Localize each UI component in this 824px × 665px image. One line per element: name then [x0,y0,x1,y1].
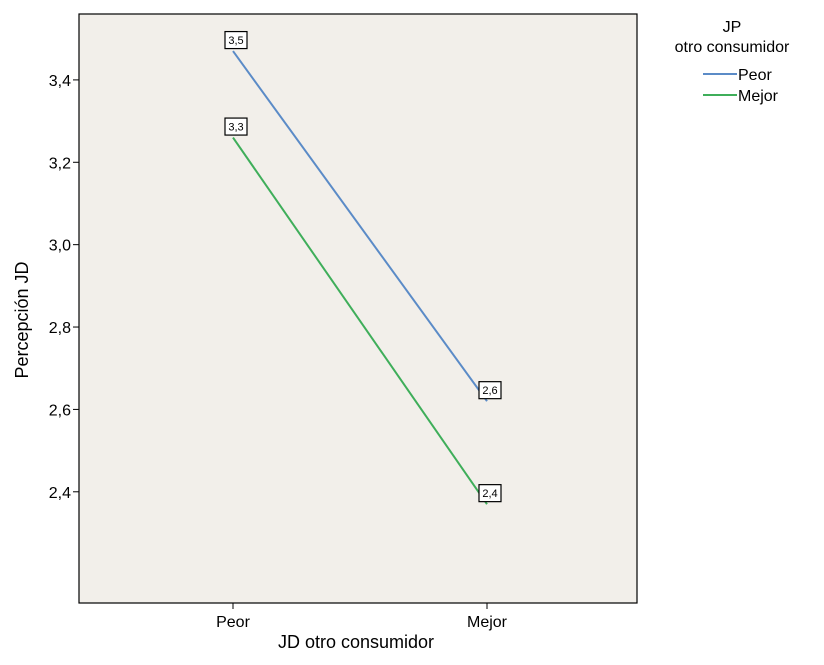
y-tick-label: 3,4 [49,73,71,90]
data-label-box [224,30,248,50]
y-tick-label: 2,6 [49,402,71,419]
y-tick-label: 2,8 [49,320,71,337]
y-axis-title: Percepción JD [12,261,32,378]
x-axis-title: JD otro consumidor [278,632,434,652]
legend-title-line1: JP [723,19,742,36]
data-label-box [224,117,248,136]
legend-label: Mejor [738,88,779,105]
series-line-mejor [232,136,488,505]
y-tick-label: 3,0 [49,238,71,255]
series-layer [232,50,488,505]
series-line-peor [232,50,488,402]
legend: JP otro consumidor Peor Mejor [675,19,790,105]
y-tick-label: 3,2 [49,155,71,172]
plot-layer [78,13,638,604]
plot-area [78,13,638,604]
legend-label: Peor [738,67,772,84]
data-label: 3,5 [228,35,243,47]
x-tick-label: Mejor [467,614,508,631]
data-label-box [478,484,502,503]
y-tick-label: 2,4 [49,485,71,502]
data-label: 2,4 [482,488,497,500]
data-label: 2,6 [482,385,497,397]
data-label-box [478,381,502,400]
x-tick-label: Peor [216,614,250,631]
axis-layer: 2,4 2,6 2,8 3,0 3,2 3,4 Peor Mejor [49,73,508,631]
legend-title-line2: otro consumidor [675,39,790,56]
data-label-layer: 3,5 2,6 3,3 2,4 [224,30,502,503]
data-label: 3,3 [228,122,243,134]
